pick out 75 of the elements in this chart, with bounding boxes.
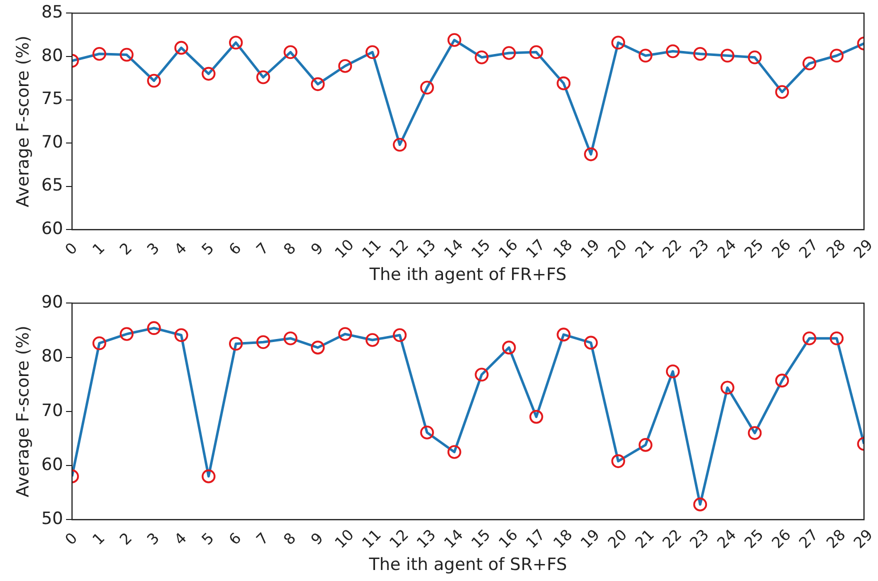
x-tick-label: 11 (358, 526, 385, 552)
x-tick-label: 2 (116, 529, 136, 549)
x-tick-label: 6 (225, 239, 245, 259)
x-tick-label: 29 (850, 526, 876, 552)
x-tick-label: 10 (331, 236, 358, 262)
x-tick-label: 3 (143, 529, 163, 549)
x-tick-label: 15 (468, 526, 494, 552)
x-tick-label: 12 (386, 236, 412, 262)
x-tick-label: 13 (413, 526, 440, 552)
x-tick-label: 14 (440, 236, 467, 262)
x-tick-label: 21 (632, 526, 658, 552)
x-tick-label: 7 (252, 529, 272, 549)
x-tick-label: 4 (170, 529, 190, 549)
x-tick-label: 9 (307, 529, 327, 549)
x-tick-label: 1 (88, 239, 108, 259)
y-tick-label: 65 (41, 176, 64, 196)
x-tick-label: 2 (116, 239, 136, 259)
y-tick-label: 60 (41, 219, 64, 240)
y-axis-title: Average F-score (%) (14, 36, 34, 208)
x-tick-label: 17 (522, 526, 549, 552)
y-tick-label: 75 (41, 89, 64, 110)
x-tick-label: 24 (714, 236, 740, 262)
x-tick-label: 8 (280, 529, 300, 549)
y-tick-label: 50 (41, 509, 64, 530)
x-tick-label: 20 (604, 526, 631, 552)
y-tick-label: 70 (41, 400, 64, 421)
y-tick-label: 60 (41, 454, 64, 475)
x-tick-label: 1 (88, 529, 108, 549)
y-tick-label: 70 (41, 132, 64, 152)
x-tick-label: 18 (550, 236, 576, 262)
x-tick-label: 25 (740, 526, 768, 552)
x-tick-label: 10 (331, 526, 358, 552)
x-axis-title: The ith agent of SR+FS (368, 555, 568, 576)
x-tick-label: 23 (686, 236, 712, 262)
y-tick-label: 80 (41, 46, 64, 66)
x-tick-label: 19 (577, 526, 604, 552)
y-tick-label: 80 (41, 346, 64, 367)
x-tick-label: 28 (822, 236, 850, 262)
x-tick-label: 0 (62, 239, 81, 259)
x-tick-label: 4 (170, 239, 190, 259)
x-tick-label: 22 (658, 526, 686, 552)
x-tick-label: 13 (413, 236, 440, 262)
x-tick-label: 28 (822, 526, 850, 552)
x-tick-label: 22 (658, 236, 686, 262)
x-tick-label: 11 (358, 236, 385, 262)
x-tick-label: 12 (386, 526, 412, 552)
x-tick-label: 0 (62, 529, 81, 549)
x-tick-label: 21 (632, 236, 658, 262)
x-tick-label: 27 (795, 526, 822, 552)
y-tick-label: 85 (41, 2, 64, 23)
x-tick-label: 17 (522, 236, 549, 262)
x-tick-label: 3 (143, 239, 163, 259)
x-tick-label: 24 (714, 526, 740, 552)
x-tick-label: 8 (280, 239, 300, 259)
y-axis-title: Average F-score (%) (14, 326, 34, 498)
x-tick-label: 25 (740, 236, 768, 262)
x-tick-label: 19 (577, 236, 604, 262)
x-tick-label: 26 (768, 236, 794, 262)
x-tick-label: 26 (768, 526, 794, 552)
x-tick-label: 20 (604, 236, 631, 262)
x-tick-label: 18 (550, 526, 576, 552)
x-axis-title: The ith agent of FR+FS (368, 265, 567, 286)
y-tick-label: 90 (41, 292, 64, 313)
x-tick-label: 23 (686, 526, 712, 552)
x-tick-label: 14 (440, 526, 467, 552)
x-tick-label: 6 (225, 529, 245, 549)
x-tick-label: 5 (198, 529, 218, 549)
x-tick-label: 16 (495, 236, 522, 262)
x-tick-label: 16 (495, 526, 522, 552)
x-tick-label: 5 (198, 239, 218, 259)
x-tick-label: 9 (307, 239, 327, 259)
x-tick-label: 15 (468, 236, 494, 262)
x-tick-label: 7 (252, 239, 272, 259)
x-tick-label: 29 (850, 236, 876, 262)
x-tick-label: 27 (795, 236, 822, 262)
